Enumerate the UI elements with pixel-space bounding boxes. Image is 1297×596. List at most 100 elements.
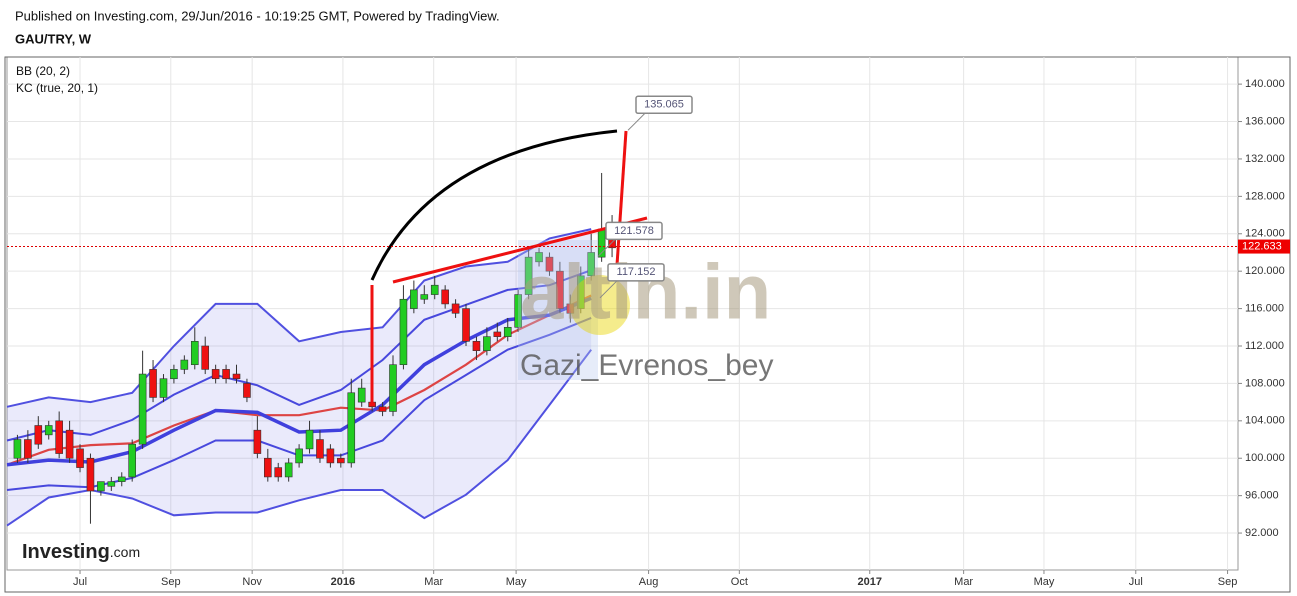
candle-body [462, 308, 470, 342]
y-tick-label: 120.000 [1245, 265, 1285, 277]
candle-body [441, 289, 449, 305]
y-tick-label: 104.000 [1245, 415, 1285, 427]
indicator-line [6, 294, 592, 466]
legend-entry: BB (20, 2) [16, 64, 70, 78]
candle-body [503, 326, 512, 337]
candle-body [55, 420, 63, 454]
indicator-line [6, 296, 592, 467]
trend-drawing [392, 216, 648, 284]
x-tick-label: Sep [161, 576, 181, 588]
candle-body [211, 369, 220, 380]
candle-body [566, 303, 575, 314]
outer-frame [4, 56, 1291, 593]
candle-body [337, 457, 345, 464]
candle-body [201, 345, 210, 370]
candle-body [24, 439, 32, 459]
price-label-pointer [599, 279, 619, 299]
highlight [518, 240, 598, 380]
candle-body [13, 439, 22, 459]
x-tick-label: Jul [73, 576, 87, 588]
y-tick-label: 116.000 [1245, 302, 1284, 314]
price-label-box [607, 263, 665, 282]
price-label-box [635, 95, 693, 115]
candle-body [399, 298, 408, 366]
candle-body [347, 392, 356, 464]
y-tick-label: 136.000 [1245, 115, 1285, 127]
price-label-box [605, 221, 663, 241]
candle-body [556, 270, 564, 309]
candle-body [243, 383, 251, 398]
candle-body [138, 373, 147, 445]
candle-body [357, 387, 366, 403]
candle-body [483, 336, 491, 351]
watermark-site: altin.in [520, 248, 771, 336]
candle-body [264, 457, 272, 478]
candle-body [128, 443, 136, 478]
arc-drawing [370, 129, 618, 281]
candle-body [149, 369, 157, 398]
candle-body [76, 448, 84, 468]
x-tick-label: 2017 [858, 576, 882, 588]
candle-body [305, 429, 314, 450]
price-label: 121.578 [614, 225, 654, 237]
drawings [370, 129, 648, 405]
candle-body [295, 448, 303, 464]
indicator-line [6, 269, 592, 442]
candle-body [65, 429, 74, 459]
last-price-box [1238, 239, 1290, 254]
y-tick-label: 92.000 [1245, 527, 1279, 539]
candle-body [524, 256, 533, 295]
x-tick-label: Aug [639, 576, 659, 588]
watermark-circle [570, 275, 630, 335]
candle-body [170, 369, 178, 380]
price-label-pointer [597, 238, 617, 257]
candle-body [587, 252, 596, 277]
x-tick-label: Oct [731, 576, 748, 588]
symbol: GAU/TRY, W [15, 31, 92, 46]
candle-body [274, 467, 283, 478]
candle-body [117, 476, 126, 482]
candle-body [576, 275, 585, 309]
candle-body [389, 364, 397, 412]
x-tick-label: Nov [242, 576, 262, 588]
candle-body [420, 294, 429, 300]
x-tick-label: May [506, 576, 527, 588]
logo-suffix: .com [110, 544, 140, 560]
indicator-line [6, 349, 592, 527]
y-tick-label: 100.000 [1245, 452, 1285, 464]
candle-body [410, 289, 418, 309]
logo-brand: Investing.com [22, 541, 140, 563]
indicator-line [6, 228, 592, 408]
candle-body [34, 425, 43, 445]
candle-body [378, 406, 387, 412]
candle-body [326, 448, 335, 464]
legend-entry: KC (true, 20, 1) [16, 81, 98, 95]
x-tick-label: Mar [424, 576, 443, 588]
candle-body [222, 369, 230, 380]
x-tick-label: Mar [954, 576, 973, 588]
y-tick-label: 128.000 [1245, 190, 1285, 202]
candle-body [159, 378, 168, 398]
y-tick-label: 140.000 [1245, 78, 1285, 90]
x-tick-label: Sep [1218, 576, 1238, 588]
candle-body [86, 457, 95, 492]
candle-body [97, 481, 105, 492]
plot-frame [6, 56, 1239, 571]
candle-body [284, 462, 293, 478]
x-tick-label: 2016 [331, 576, 355, 588]
last-price-label: 122.633 [1242, 240, 1282, 252]
candle-body [253, 429, 262, 454]
published-note: Published on Investing.com, 29/Jun/2016 … [15, 8, 500, 23]
candle-body [535, 252, 543, 263]
watermark-user: Gazi_Evrenos_bey [520, 349, 773, 382]
candle-body [514, 294, 522, 328]
y-tick-label: 96.000 [1245, 490, 1279, 502]
candle-body [44, 425, 53, 436]
candle-body [316, 439, 324, 459]
price-label: 117.152 [617, 266, 656, 278]
candle-body [107, 481, 116, 487]
x-tick-label: May [1034, 576, 1055, 588]
candle-body [180, 359, 189, 370]
candle-body [472, 341, 481, 351]
